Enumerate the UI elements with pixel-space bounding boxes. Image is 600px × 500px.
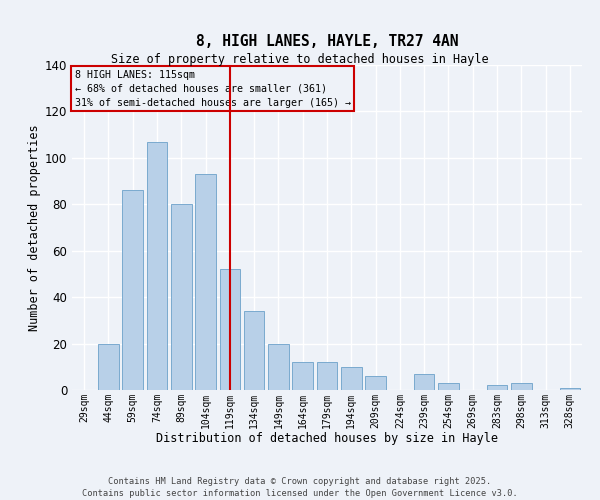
Bar bbox=[341, 367, 362, 390]
Bar bbox=[244, 311, 265, 390]
Bar bbox=[268, 344, 289, 390]
X-axis label: Distribution of detached houses by size in Hayle: Distribution of detached houses by size … bbox=[156, 432, 498, 445]
Bar bbox=[365, 376, 386, 390]
Bar bbox=[122, 190, 143, 390]
Bar bbox=[317, 362, 337, 390]
Bar bbox=[414, 374, 434, 390]
Bar bbox=[195, 174, 216, 390]
Bar bbox=[511, 383, 532, 390]
Bar bbox=[98, 344, 119, 390]
Text: Contains HM Land Registry data © Crown copyright and database right 2025.
Contai: Contains HM Land Registry data © Crown c… bbox=[82, 476, 518, 498]
Bar bbox=[220, 270, 240, 390]
Text: 8 HIGH LANES: 115sqm
← 68% of detached houses are smaller (361)
31% of semi-deta: 8 HIGH LANES: 115sqm ← 68% of detached h… bbox=[74, 70, 350, 108]
Bar bbox=[146, 142, 167, 390]
Bar bbox=[560, 388, 580, 390]
Text: Size of property relative to detached houses in Hayle: Size of property relative to detached ho… bbox=[111, 52, 489, 66]
Y-axis label: Number of detached properties: Number of detached properties bbox=[28, 124, 41, 331]
Bar bbox=[438, 383, 459, 390]
Bar bbox=[487, 386, 508, 390]
Title: 8, HIGH LANES, HAYLE, TR27 4AN: 8, HIGH LANES, HAYLE, TR27 4AN bbox=[196, 34, 458, 48]
Bar bbox=[171, 204, 191, 390]
Bar bbox=[292, 362, 313, 390]
